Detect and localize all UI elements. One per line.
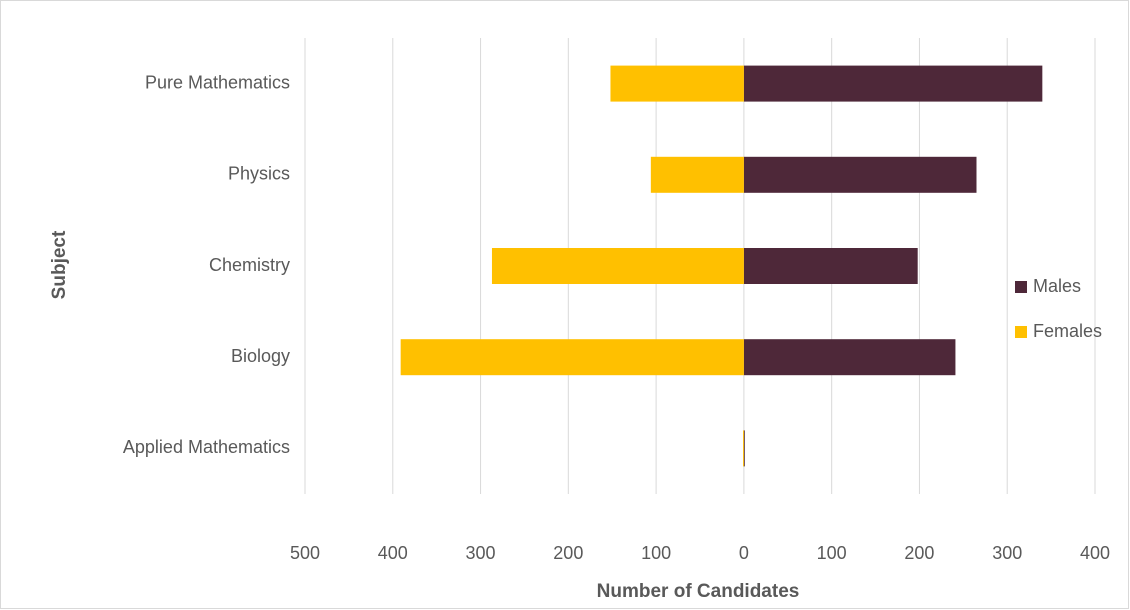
legend-label: Males [1033,276,1081,296]
x-tick-label: 0 [739,543,749,563]
bar [743,65,1043,102]
bar [610,65,744,102]
bar [743,339,956,376]
x-tick-label: 100 [641,543,671,563]
x-tick-label: 200 [904,543,934,563]
y-tick-label: Applied Mathematics [123,437,290,457]
legend-swatch [1015,326,1027,338]
x-tick-label: 300 [466,543,496,563]
y-tick-label: Physics [228,164,290,184]
bar [491,248,744,284]
bar [743,156,977,193]
legend-label: Females [1033,321,1102,341]
y-tick-label: Pure Mathematics [145,72,290,92]
x-tick-label: 400 [378,543,408,563]
x-axis-title: Number of Candidates [597,581,800,602]
bar [400,339,744,376]
x-tick-label: 400 [1080,543,1110,563]
x-tick-label: 100 [817,543,847,563]
bar [650,156,744,193]
y-axis-title: Subject [49,230,70,299]
x-tick-label: 300 [992,543,1022,563]
bar [743,430,745,467]
y-tick-label: Chemistry [209,255,290,275]
legend-swatch [1015,281,1027,293]
bar [743,430,744,467]
y-tick-label: Biology [231,346,290,366]
bar [743,248,918,284]
x-tick-label: 500 [290,543,320,563]
x-tick-label: 200 [553,543,583,563]
